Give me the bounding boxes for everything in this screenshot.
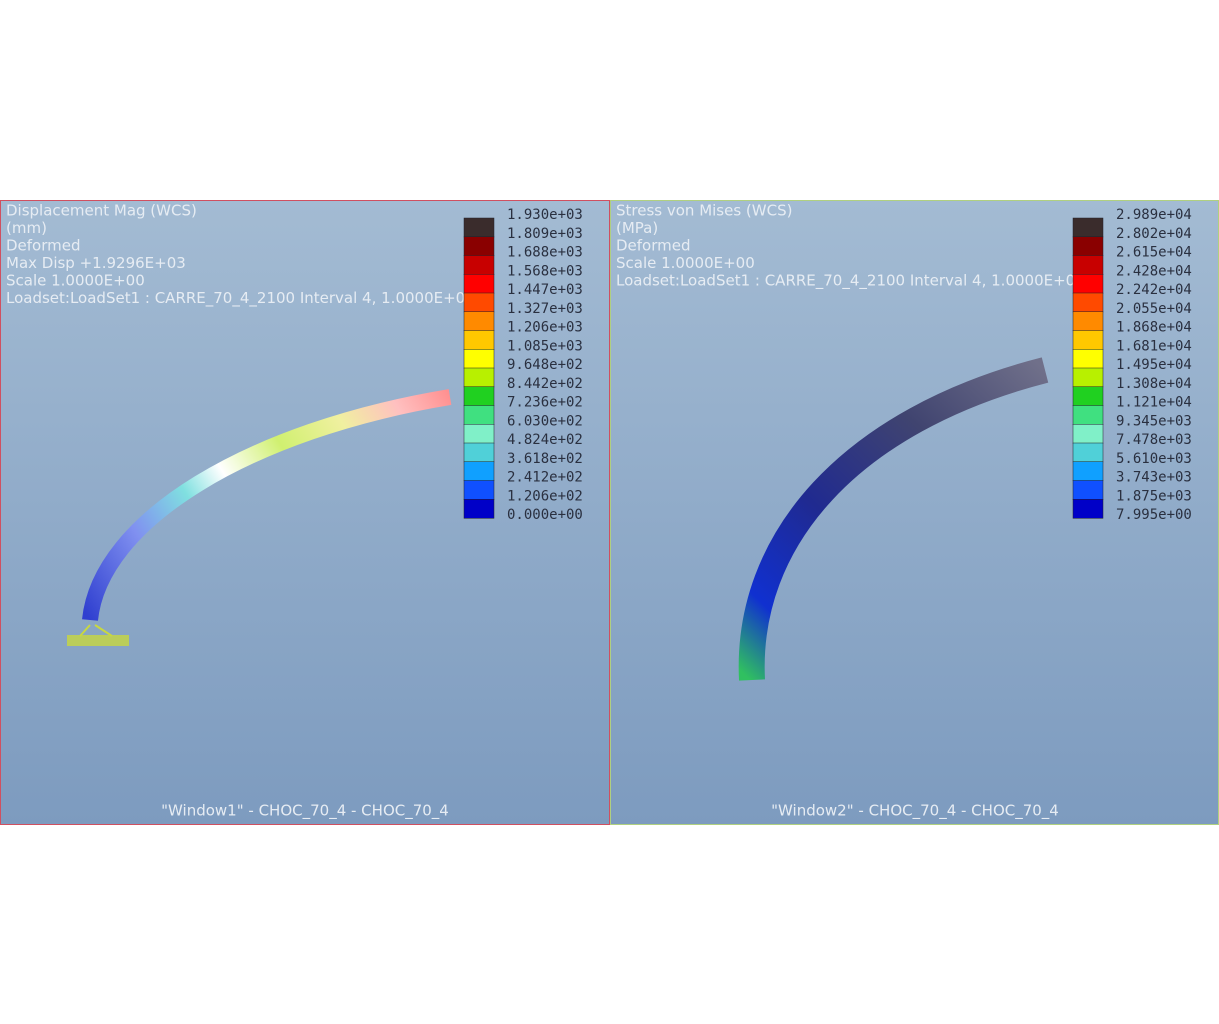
- beam-model: [82, 389, 452, 622]
- legend-label: 2.242e+04: [1116, 282, 1192, 298]
- header-line: Scale 1.0000E+00: [6, 272, 145, 290]
- constraint: [67, 624, 129, 646]
- legend-label: 1.085e+03: [507, 338, 583, 354]
- header-line: (mm): [6, 219, 47, 237]
- header-line: Loadset:LoadSet1 : CARRE_70_4_2100 Inter…: [6, 289, 475, 308]
- legend-band: [463, 386, 495, 407]
- legend-label: 1.495e+04: [1116, 357, 1192, 373]
- legend-label: 6.030e+02: [507, 413, 583, 429]
- legend-label: 9.648e+02: [507, 357, 583, 373]
- legend-label: 2.802e+04: [1116, 226, 1192, 242]
- legend-band: [463, 367, 495, 388]
- legend-band: [1072, 236, 1104, 257]
- legend-label: 1.121e+04: [1116, 395, 1192, 411]
- legend-band: [1072, 442, 1104, 463]
- legend-label: 2.615e+04: [1116, 245, 1192, 261]
- legend-band: [463, 461, 495, 482]
- window-1: [0, 200, 610, 825]
- legend-band: [463, 349, 495, 369]
- legend-band: [463, 311, 495, 332]
- header-line: (MPa): [616, 219, 658, 237]
- header-line: Deformed: [6, 237, 81, 255]
- legend-label: 2.989e+04: [1116, 207, 1192, 223]
- header-line: Displacement Mag (WCS): [6, 202, 197, 220]
- header-line: Scale 1.0000E+00: [616, 254, 755, 272]
- beam-model: [738, 357, 1049, 681]
- legend-band: [1072, 274, 1104, 294]
- legend-label: 1.875e+03: [1116, 488, 1192, 504]
- legend-band: [1072, 499, 1104, 519]
- legend-label: 7.236e+02: [507, 395, 583, 411]
- legend-band: [1072, 480, 1104, 500]
- legend-label: 9.345e+03: [1116, 413, 1192, 429]
- legend-band: [1072, 461, 1104, 482]
- legend-label: 1.206e+02: [507, 488, 583, 504]
- window-2: [610, 200, 1219, 825]
- legend-label: 1.681e+04: [1116, 338, 1192, 354]
- legend-band: [1072, 330, 1104, 350]
- legend-band: [1072, 292, 1104, 313]
- legend-label: 2.412e+02: [507, 470, 583, 486]
- legend-band: [1072, 217, 1104, 238]
- legend-band: [463, 292, 495, 313]
- legend-label: 2.428e+04: [1116, 263, 1192, 279]
- legend-label: 1.688e+03: [507, 245, 583, 261]
- legend-label: 1.308e+04: [1116, 376, 1192, 392]
- footer: "Window1" - CHOC_70_4 - CHOC_70_4: [161, 802, 449, 821]
- legend-label: 0.000e+00: [507, 507, 583, 523]
- legend-label: 1.930e+03: [507, 207, 583, 223]
- legend-label: 4.824e+02: [507, 432, 583, 448]
- legend-label: 3.618e+02: [507, 451, 583, 467]
- legend-band: [463, 405, 495, 425]
- legend-band: [1072, 424, 1104, 444]
- legend-label: 8.442e+02: [507, 376, 583, 392]
- legend-label: 3.743e+03: [1116, 470, 1192, 486]
- legend-band: [1072, 311, 1104, 332]
- legend-label: 5.610e+03: [1116, 451, 1192, 467]
- legend-band: [463, 480, 495, 500]
- header-line: Max Disp +1.9296E+03: [6, 254, 186, 272]
- legend-band: [463, 217, 495, 238]
- legend-band: [463, 424, 495, 444]
- header-line: Deformed: [616, 237, 691, 255]
- legend-band: [1072, 405, 1104, 425]
- legend-band: [1072, 367, 1104, 388]
- legend-band: [463, 330, 495, 350]
- legend-label: 2.055e+04: [1116, 301, 1192, 317]
- legend-band: [463, 442, 495, 463]
- legend-label: 1.809e+03: [507, 226, 583, 242]
- legend-label: 1.868e+04: [1116, 320, 1192, 336]
- legend-band: [463, 499, 495, 519]
- legend-label: 1.568e+03: [507, 263, 583, 279]
- legend-label: 1.206e+03: [507, 320, 583, 336]
- legend-label: 1.447e+03: [507, 282, 583, 298]
- legend-band: [1072, 255, 1104, 275]
- legend-band: [463, 236, 495, 257]
- header-line: Loadset:LoadSet1 : CARRE_70_4_2100 Inter…: [616, 272, 1085, 291]
- header-line: Stress von Mises (WCS): [616, 202, 792, 220]
- legend-label: 7.995e+00: [1116, 507, 1192, 523]
- legend-band: [463, 255, 495, 275]
- legend-band: [1072, 386, 1104, 407]
- legend-band: [1072, 349, 1104, 369]
- legend-label: 1.327e+03: [507, 301, 583, 317]
- footer: "Window2" - CHOC_70_4 - CHOC_70_4: [771, 802, 1059, 821]
- legend-label: 7.478e+03: [1116, 432, 1192, 448]
- legend-band: [463, 274, 495, 294]
